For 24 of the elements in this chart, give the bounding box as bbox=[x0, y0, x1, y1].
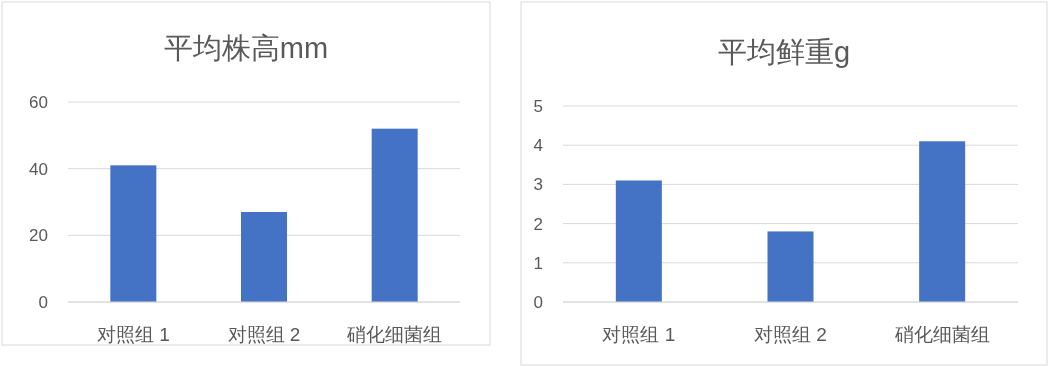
y-tick-label: 60 bbox=[29, 93, 48, 112]
y-tick-label: 1 bbox=[533, 253, 543, 273]
y-tick-label: 2 bbox=[533, 214, 543, 234]
y-tick-label: 5 bbox=[533, 97, 543, 116]
y-tick-label: 20 bbox=[29, 226, 48, 246]
bar bbox=[615, 180, 662, 302]
y-tick-label: 3 bbox=[533, 175, 543, 195]
chart-title: 平均株高mm bbox=[163, 32, 329, 64]
x-tick-label: 硝化细菌组 bbox=[893, 324, 990, 345]
y-tick-label: 40 bbox=[29, 159, 48, 179]
bar bbox=[110, 165, 157, 302]
y-tick-label: 0 bbox=[533, 293, 543, 312]
bar bbox=[241, 212, 287, 302]
x-tick-label: 对照组 2 bbox=[227, 324, 301, 345]
x-tick-label: 对照组 2 bbox=[754, 324, 827, 345]
bar bbox=[767, 231, 814, 302]
y-tick-label: 0 bbox=[38, 293, 48, 312]
x-tick-label: 对照组 1 bbox=[602, 324, 676, 345]
bar bbox=[371, 128, 418, 302]
x-tick-label: 硝化细菌组 bbox=[346, 324, 443, 345]
chart-title: 平均鲜重g bbox=[717, 36, 851, 68]
x-tick-label: 对照组 1 bbox=[96, 324, 170, 345]
y-tick-label: 4 bbox=[533, 136, 543, 156]
bar bbox=[919, 141, 966, 302]
